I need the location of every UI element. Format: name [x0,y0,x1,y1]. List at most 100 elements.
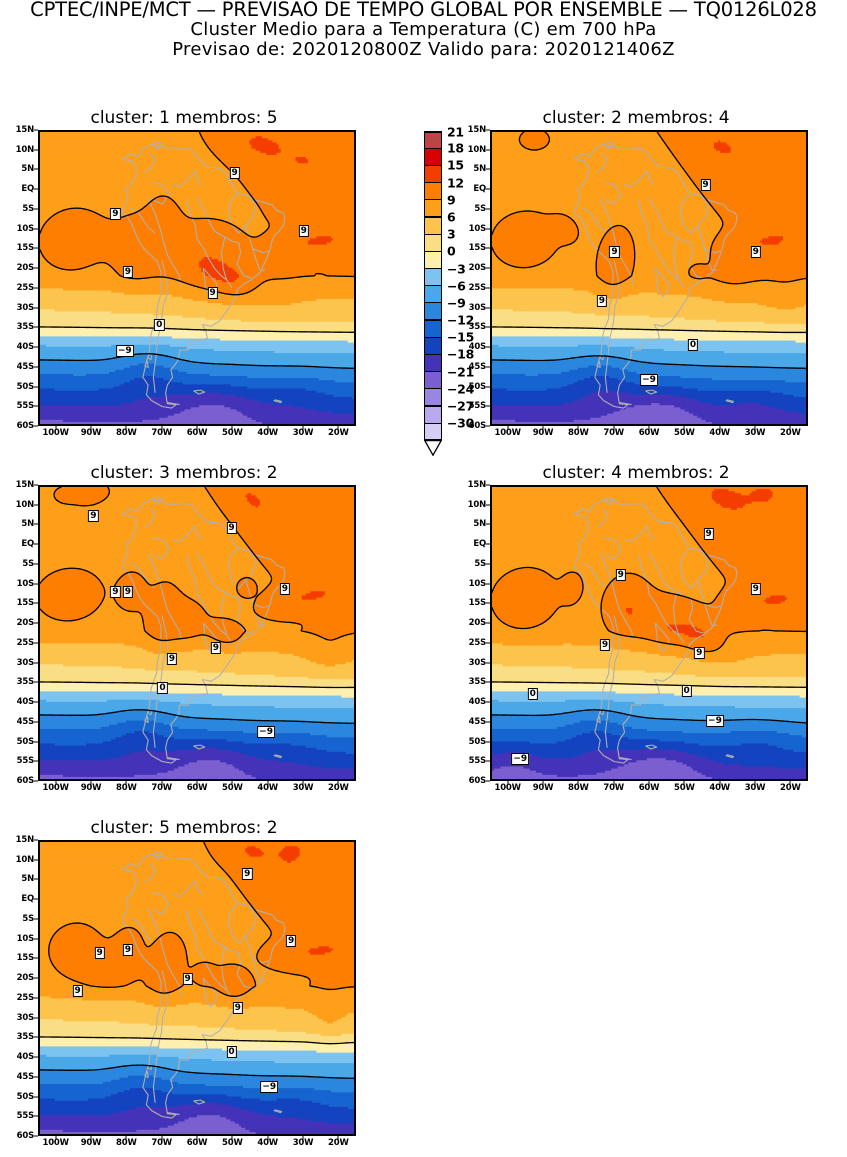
colorbar-tick-label: −18 [447,346,474,362]
y-axis-label: 10N [467,499,487,510]
x-axis-label: 90W [80,783,102,793]
x-axis-label: 40W [257,428,278,438]
contour-label: 0 [157,682,168,695]
colorbar-tick-label: 0 [447,243,456,259]
y-axis-label: 5S [22,203,34,214]
contour-9 [40,132,354,296]
x-axis-label: 100W [494,428,521,438]
y-axis-label: 25S [468,637,487,648]
contour-label: 9 [750,583,761,596]
contour-0 [492,681,806,688]
x-axis-label: 60W [186,1138,208,1148]
x-axis-tick [125,1136,127,1140]
x-axis-label: 30W [744,428,766,438]
x-axis-tick [577,781,579,785]
contour-label: 9 [94,946,105,959]
temperature-fill [492,487,806,779]
y-axis-label: 35S [16,1032,35,1043]
y-axis-label: 10S [468,223,487,234]
contour-label: 0 [226,1046,237,1059]
colorbar-separator [425,336,441,338]
colorbar-band: 9 [424,192,456,217]
colorbar-tick-label: −30 [447,415,474,431]
contour-label: 9 [226,521,237,534]
panel-cluster-5: cluster: 5 membros: 2 9 9 9 9 9 9 9 0 −9 15N 10N 5N E… [0,818,368,1156]
x-axis-tick [683,781,685,785]
x-axis-tick [719,426,721,430]
x-axis-label: 90W [80,428,102,438]
y-axis-label: 25S [16,992,35,1003]
y-axis-label: 5S [22,558,34,569]
colorbar-band: 0 [424,244,456,269]
colorbar-band: 6 [424,209,456,235]
contour-label: 9 [182,973,193,986]
y-axis-label: EQ [21,184,34,195]
x-axis-label: 30W [292,783,314,793]
x-axis-label: 90W [532,783,554,793]
map-clip [40,132,354,424]
x-axis-label: 90W [80,1138,102,1148]
x-axis-label: 30W [744,783,766,793]
x-axis-tick [196,781,198,785]
y-axis-label: 45S [16,361,35,372]
contour-0 [40,681,354,689]
contour-label: 9 [615,568,626,581]
temperature-contour-map [40,842,354,1134]
colorbar-tick-label: −12 [447,312,474,328]
chart-header: CPTEC/INPE/MCT — PREVISAO DE TEMPO GLOBA… [0,0,847,60]
contour-label: 9 [599,638,611,651]
x-axis-tick [337,426,339,430]
x-axis-tick [231,1136,233,1140]
colorbar-separator [425,371,441,373]
x-axis-tick [542,781,544,785]
map-plot-area-cluster-2: 9 9 9 9 0 −9 [490,130,808,426]
panel-cluster-1: cluster: 1 membros: 5 9 9 9 9 9 0 −9 15N 10N 5N EQ 5… [0,108,368,446]
colorbar-separator [425,422,441,424]
map-clip [40,842,354,1134]
y-axis-label: 30S [468,657,487,668]
y-axis-label: 25S [16,282,35,293]
x-axis-label: 20W [328,428,349,438]
y-axis-label: 25S [16,637,35,648]
y-axis-label: 5S [474,558,486,569]
x-axis-tick [196,426,198,430]
contour-label: −9 [706,714,724,727]
contour-label: −9 [511,752,530,765]
x-axis-tick [754,781,756,785]
contour-label: 0 [527,688,538,701]
colorbar-separator [425,199,441,201]
x-axis-tick [125,426,127,430]
y-axis-label: 10S [16,578,35,589]
coastline-overlay [121,851,286,1119]
y-axis-label: 50S [16,381,35,392]
x-axis-label: 60W [186,428,208,438]
x-axis-tick [337,781,339,785]
x-axis-label: 20W [328,783,349,793]
colorbar-separator [425,267,441,270]
contour-label: 9 [298,225,309,238]
contour-label: −9 [640,374,658,387]
panel-title-cluster-5: cluster: 5 membros: 2 [90,818,278,838]
y-axis-label: 50S [16,736,35,747]
y-axis-label: EQ [21,894,34,905]
colorbar-tick-label: 9 [447,192,456,208]
x-axis-tick [267,426,269,430]
x-axis-tick [161,1136,163,1140]
temperature-fill [40,487,354,779]
contour-label: 0 [154,318,165,331]
colorbar-band: −21 [424,364,474,389]
colorbar-tick-label: −3 [447,261,466,276]
y-axis-label: 45S [468,716,487,727]
coastline-overlay [573,496,738,764]
contour-0 [40,326,354,333]
y-axis-label: 5N [473,519,486,530]
x-axis-tick [267,1136,269,1140]
x-axis-label: 70W [603,428,624,438]
contour-label: 0 [681,685,692,698]
x-axis-tick [613,426,615,430]
colorbar-tick-label: −9 [447,295,466,311]
x-axis-tick [613,781,615,785]
contour-label: 9 [286,935,297,948]
y-axis-label: 15S [16,598,35,609]
colorbar-tick-label: −27 [447,398,474,414]
